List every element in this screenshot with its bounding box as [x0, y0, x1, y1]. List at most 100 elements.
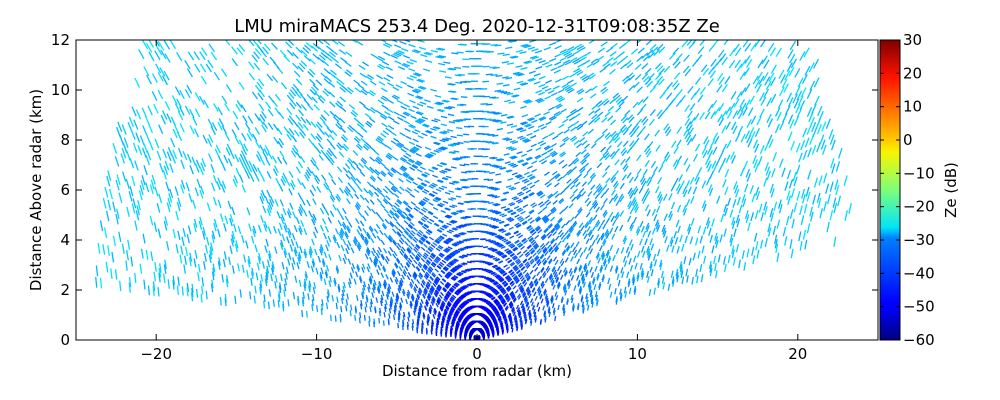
ze-gate: [802, 229, 807, 240]
ze-gate: [439, 227, 445, 231]
ze-gate: [186, 68, 193, 78]
ze-gate: [393, 111, 401, 116]
ze-gate: [435, 247, 441, 252]
ze-gate: [540, 267, 545, 273]
ze-gate: [259, 144, 265, 153]
ze-gate: [399, 186, 405, 192]
ze-gate: [715, 239, 719, 249]
ze-gate: [582, 230, 587, 236]
ze-gate: [646, 270, 650, 278]
ze-gate: [504, 99, 511, 103]
ze-gate: [539, 293, 543, 299]
ze-gate: [543, 227, 549, 233]
ze-gate: [512, 275, 517, 280]
ze-gate: [603, 80, 610, 87]
ze-gate: [490, 271, 496, 275]
ze-gate: [755, 190, 761, 201]
ze-gate: [794, 67, 801, 78]
ze-gate: [537, 140, 544, 145]
ze-gate: [766, 113, 772, 124]
ze-gate: [540, 233, 546, 239]
ze-gate: [623, 165, 629, 172]
ze-gate: [430, 127, 437, 132]
ze-gate: [326, 45, 334, 52]
ze-gate: [516, 251, 522, 256]
ze-gate: [440, 115, 448, 119]
ze-gate: [536, 286, 541, 292]
ze-gate: [352, 150, 359, 156]
ze-gate: [543, 290, 547, 296]
ze-gate: [503, 207, 510, 211]
ze-gate: [648, 288, 652, 297]
ze-gate: [644, 67, 652, 75]
ze-gate: [578, 222, 584, 228]
ze-gate: [354, 181, 360, 188]
ze-gate: [258, 103, 265, 112]
ze-gate: [438, 294, 443, 299]
ze-gate: [483, 299, 488, 303]
ze-gate: [583, 263, 587, 269]
ze-gate: [732, 110, 738, 119]
ze-gate: [503, 223, 509, 227]
ze-gate: [562, 304, 565, 310]
ze-gate: [627, 187, 633, 195]
ze-gate: [624, 291, 628, 298]
ze-gate: [430, 243, 436, 249]
ze-gate: [579, 187, 585, 194]
ze-gate: [588, 284, 592, 291]
ze-gate: [699, 40, 706, 46]
ze-gate: [776, 252, 780, 263]
ze-gate: [653, 259, 658, 267]
ze-gate: [636, 154, 642, 162]
ze-gate: [373, 150, 380, 156]
ze-gate: [600, 232, 605, 239]
ze-gate: [554, 247, 560, 253]
ze-gate: [690, 217, 695, 226]
ze-gate: [508, 251, 513, 256]
ze-gate: [640, 103, 647, 111]
ze-gate: [579, 137, 586, 143]
ze-gate: [636, 272, 640, 280]
ze-gate: [516, 207, 522, 212]
ze-gate: [530, 202, 536, 207]
ze-gate: [297, 109, 305, 117]
ze-gate: [526, 182, 533, 186]
ze-gate: [754, 163, 760, 173]
ze-gate: [490, 287, 495, 291]
ze-gate: [517, 159, 524, 163]
ze-gate: [240, 104, 247, 113]
ze-gate: [553, 85, 560, 90]
ze-gate: [520, 185, 527, 190]
ze-gate: [445, 175, 452, 179]
ze-gate: [408, 141, 416, 146]
ze-gate: [562, 283, 566, 290]
ze-gate: [549, 274, 553, 280]
ze-gate: [519, 264, 524, 269]
ze-gate: [490, 304, 495, 308]
ze-gate: [641, 194, 646, 202]
ze-gate: [745, 168, 751, 178]
ze-gate: [534, 295, 538, 301]
ze-gate: [510, 320, 513, 326]
ze-gate: [633, 285, 637, 293]
ze-gate: [707, 103, 714, 113]
ze-gate: [792, 171, 797, 182]
ze-gate: [709, 267, 713, 277]
ze-gate: [318, 154, 324, 161]
ze-gate: [500, 121, 507, 124]
ze-gate: [699, 235, 704, 244]
ze-gate: [576, 70, 584, 76]
ze-gate: [621, 271, 625, 278]
ze-gate: [570, 294, 574, 301]
ze-gate: [557, 63, 565, 69]
ze-gate: [356, 229, 361, 236]
ze-gate: [460, 96, 468, 98]
ze-gate: [508, 269, 513, 274]
ze-gate: [587, 72, 595, 78]
ze-gate: [659, 259, 663, 268]
ze-gate: [576, 303, 580, 309]
ze-gate: [441, 259, 447, 264]
ze-gate: [531, 288, 536, 293]
ze-gate: [595, 206, 600, 213]
ze-gate: [605, 232, 610, 240]
